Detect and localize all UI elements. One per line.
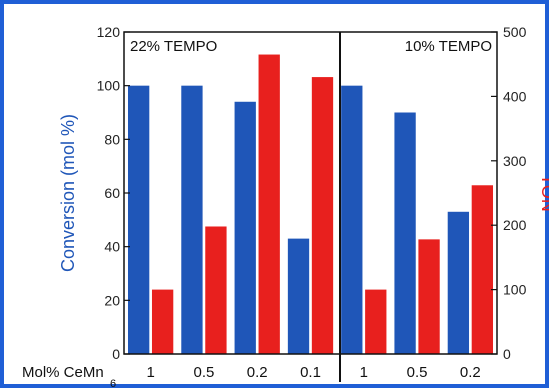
y2-axis-label: TON bbox=[538, 174, 549, 212]
category-label-6: 0.2 bbox=[460, 364, 481, 381]
right-tick-label: 200 bbox=[503, 217, 527, 233]
right-tick-label: 0 bbox=[503, 346, 511, 362]
bar-conversion-0 bbox=[127, 85, 150, 355]
left-tick-label: 40 bbox=[104, 239, 120, 255]
y-axis-label: Conversion (mol %) bbox=[58, 114, 78, 272]
category-label-2: 0.2 bbox=[247, 364, 268, 381]
left-tick-label: 80 bbox=[104, 131, 120, 147]
bar-conversion-1 bbox=[181, 85, 203, 355]
bar-ton-5 bbox=[418, 239, 440, 354]
bar-ton-0 bbox=[151, 289, 174, 354]
panel-label-left: 22% TEMPO bbox=[130, 38, 217, 55]
left-axis-ticks: 0 20 40 60 80 100 120 bbox=[97, 24, 130, 362]
bar-ton-3 bbox=[311, 77, 334, 354]
left-tick-label: 20 bbox=[104, 292, 120, 308]
category-label-0: 1 bbox=[146, 364, 154, 381]
right-axis-ticks: 0 100 200 300 400 500 bbox=[491, 24, 527, 362]
bar-chart: 0 20 40 60 80 100 120 0 100 200 300 400 500 1 0.5 0.2… bbox=[22, 24, 549, 390]
left-tick-label: 100 bbox=[97, 78, 121, 94]
bar-conversion-5 bbox=[394, 112, 416, 354]
bar-ton-6 bbox=[471, 185, 494, 354]
left-tick-label: 60 bbox=[104, 185, 120, 201]
bar-conversion-4 bbox=[341, 85, 363, 355]
category-labels: 1 0.5 0.2 0.1 1 0.5 0.2 bbox=[146, 364, 480, 381]
right-tick-label: 500 bbox=[503, 24, 527, 40]
left-tick-label: 120 bbox=[97, 24, 121, 40]
bar-ton-1 bbox=[205, 226, 227, 354]
right-tick-label: 100 bbox=[503, 282, 527, 298]
x-axis-label-subscript: 6 bbox=[110, 378, 116, 390]
category-label-4: 1 bbox=[360, 364, 368, 381]
category-label-3: 0.1 bbox=[300, 364, 321, 381]
bar-ton-4 bbox=[365, 289, 387, 354]
bar-conversion-2 bbox=[234, 101, 256, 355]
panel-label-right: 10% TEMPO bbox=[405, 38, 492, 55]
bars-group bbox=[127, 54, 494, 355]
category-label-5: 0.5 bbox=[407, 364, 428, 381]
bar-conversion-3 bbox=[287, 238, 310, 354]
left-tick-label: 0 bbox=[112, 346, 120, 362]
bar-ton-2 bbox=[258, 54, 280, 354]
bar-conversion-6 bbox=[447, 211, 470, 354]
right-tick-label: 300 bbox=[503, 153, 527, 169]
right-tick-label: 400 bbox=[503, 88, 527, 104]
plot-area-border bbox=[123, 31, 498, 355]
category-label-1: 0.5 bbox=[193, 364, 214, 381]
x-axis-label: Mol% CeMn bbox=[22, 364, 104, 381]
